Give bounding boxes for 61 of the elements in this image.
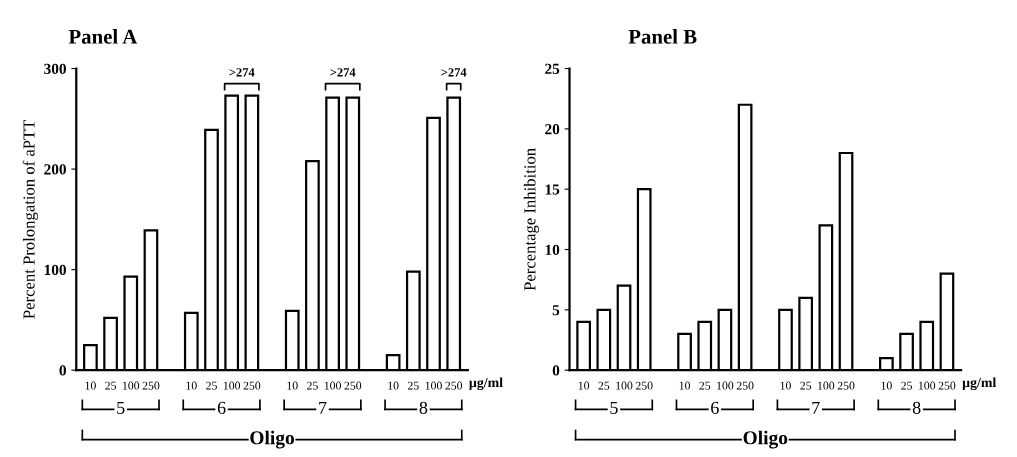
x-tick-label: 250 [837, 381, 855, 390]
annotation: >274 [441, 68, 467, 77]
text: 8 [419, 401, 428, 414]
text: Oligo [743, 430, 788, 449]
y-tick-label: 0 [59, 365, 66, 376]
x-tick-label: 25 [105, 381, 117, 390]
y-axis-title: Percentage Inhibition [523, 148, 539, 291]
text: µg/ml [962, 377, 997, 391]
y-tick-label: 300 [44, 63, 66, 74]
text: 6 [711, 401, 719, 414]
text: Oligo [250, 430, 294, 449]
x-tick-label: 100 [324, 381, 341, 390]
x-tick-label: 10 [578, 381, 590, 390]
x-tick-label: 100 [717, 381, 734, 390]
y-tick-label: 100 [44, 264, 66, 276]
x-tick-label: 100 [918, 381, 936, 390]
x-tick-label: 100 [818, 381, 835, 390]
y-tick-label: 5 [552, 305, 560, 316]
chart-title: Panel A [68, 29, 138, 44]
x-tick-label: 10 [679, 381, 691, 390]
text: 8 [912, 401, 921, 414]
x-tick-label: 25 [699, 381, 711, 390]
x-tick-label: 25 [307, 381, 318, 390]
x-tick-label: 10 [287, 381, 298, 390]
x-tick-label: 25 [901, 381, 913, 390]
y-tick-label: 200 [44, 164, 66, 175]
x-tick-label: 10 [85, 381, 96, 390]
x-tick-label: 250 [736, 381, 754, 390]
y-tick-label: 20 [545, 124, 560, 135]
y-tick-label: 10 [545, 244, 560, 255]
x-tick-label: 250 [635, 381, 653, 390]
text: 6 [217, 401, 226, 414]
x-tick-label: 100 [616, 381, 633, 390]
x-tick-label: 10 [388, 381, 399, 390]
x-tick-label: 250 [142, 381, 160, 390]
x-tick-label: 250 [344, 381, 362, 390]
text: 5 [117, 401, 125, 414]
x-tick-label: 25 [598, 381, 610, 390]
text: 5 [610, 401, 618, 414]
text: µg/ml [469, 377, 503, 391]
x-tick-label: 25 [800, 381, 812, 390]
y-tick-label: 0 [552, 365, 560, 376]
x-tick-label: 10 [186, 381, 197, 390]
x-tick-label: 10 [881, 381, 892, 390]
text: 7 [812, 401, 820, 414]
x-tick-label: 250 [243, 381, 261, 390]
x-tick-label: 100 [122, 381, 140, 390]
x-tick-label: 100 [425, 381, 442, 390]
x-tick-label: 25 [206, 381, 217, 390]
x-tick-label: 250 [445, 381, 463, 390]
y-tick-label: 15 [545, 184, 560, 195]
chart-title: Panel B [628, 29, 697, 44]
annotation: >274 [330, 68, 356, 77]
y-tick-label: 25 [545, 63, 560, 74]
x-tick-label: 25 [407, 381, 419, 390]
x-tick-label: 10 [780, 381, 791, 390]
annotation: >274 [229, 68, 255, 77]
text: 7 [319, 401, 327, 414]
x-tick-label: 250 [938, 381, 956, 390]
x-tick-label: 100 [223, 381, 241, 390]
y-axis-title: Percent Prolongation of aPTT [22, 119, 39, 319]
